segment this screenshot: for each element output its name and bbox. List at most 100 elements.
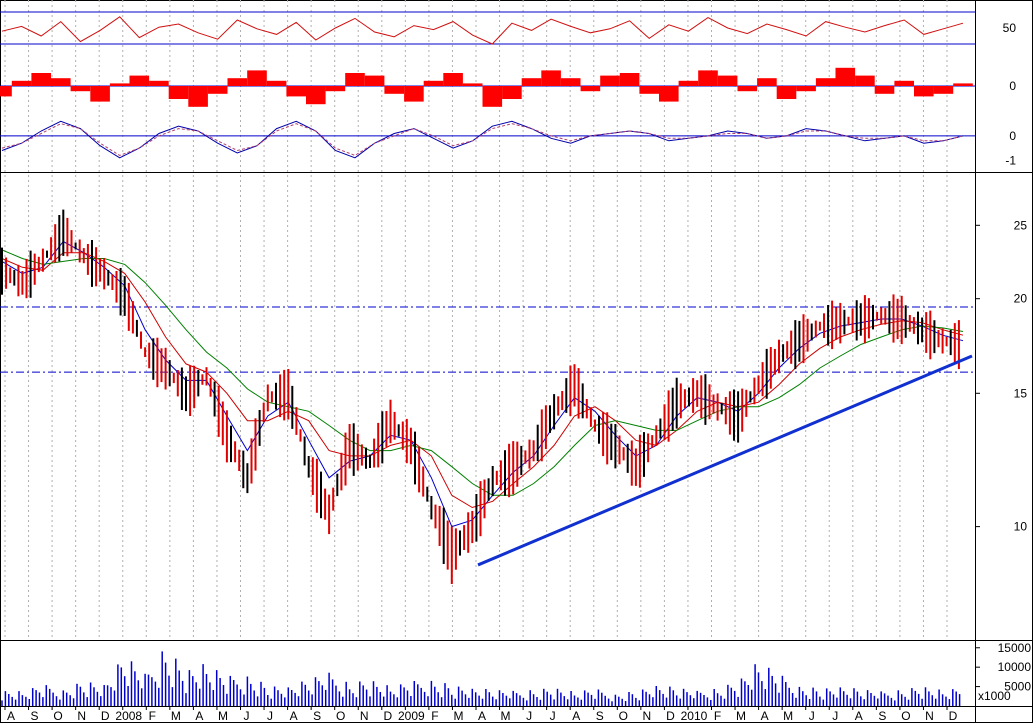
x-tick-label: O [336, 709, 345, 723]
moving-average-line [1, 249, 964, 496]
x-tick-label: A [855, 709, 863, 723]
hist-bar [502, 86, 522, 99]
x-tick-label: M [501, 709, 511, 723]
x-tick-label: S [878, 709, 886, 723]
x-tick-label: N [77, 709, 86, 723]
osc1-line [1, 16, 964, 45]
hist-bar [678, 80, 699, 86]
x-tick-label: 2009 [398, 709, 425, 723]
hist-bar [247, 70, 267, 86]
hist-bar [11, 80, 32, 86]
hist-bar [90, 86, 110, 102]
x-tick-label: A [478, 709, 486, 723]
hist-bar [521, 78, 542, 86]
hist-bar [717, 75, 738, 86]
x-tick-label: M [218, 709, 228, 723]
hist-bar [306, 86, 326, 105]
x-tick-label: F [714, 709, 721, 723]
hist-bar [404, 86, 424, 102]
hist-bar [737, 86, 758, 92]
x-tick-label: N [925, 709, 934, 723]
hist-bar [384, 86, 404, 94]
x-tick-label: O [53, 709, 62, 723]
hist-bar [560, 78, 581, 86]
hist-bar [51, 78, 71, 86]
hist-bar [776, 86, 797, 99]
x-tick-label: A [761, 709, 769, 723]
hist-bar [109, 83, 130, 86]
volume-tick-label: 15000 [998, 641, 1032, 655]
x-tick-label: J [244, 709, 250, 723]
hist-bar [207, 86, 228, 94]
x-tick-label: N [360, 709, 369, 723]
volume-unit-label: x1000 [978, 689, 1011, 703]
x-tick-label: O [619, 709, 628, 723]
x-tick-label: F [431, 709, 438, 723]
x-tick-label: M [783, 709, 793, 723]
x-tick-label: M [453, 709, 463, 723]
x-tick-label: J [267, 709, 273, 723]
price-tick-label: 20 [1014, 292, 1028, 306]
x-tick-label: A [290, 709, 298, 723]
x-tick-label: J [550, 709, 556, 723]
hist-bar [600, 75, 620, 86]
hist-bar [855, 75, 875, 86]
x-tick-label: D [101, 709, 110, 723]
hist-bar [796, 86, 816, 92]
volume-tick-label: 5000 [1004, 680, 1031, 694]
hist-bar [227, 78, 248, 86]
x-tick-label: J [526, 709, 532, 723]
x-tick-label: 2010 [681, 709, 708, 723]
price-tick-label: 15 [1014, 386, 1028, 400]
hist-bar [639, 86, 659, 94]
x-tick-label: O [901, 709, 910, 723]
x-tick-label: A [572, 709, 580, 723]
hist-bar [149, 80, 169, 86]
osc1-tick-label: 50 [1003, 21, 1017, 35]
hist-bar [698, 70, 718, 86]
hist-bar [0, 86, 12, 97]
x-tick-label: M [171, 709, 181, 723]
hist-bar [423, 80, 444, 86]
hist-bar [541, 70, 561, 86]
hist-bar [31, 73, 51, 86]
x-tick-label: N [643, 709, 652, 723]
hist-bar [874, 86, 895, 94]
hist-bar [482, 86, 503, 107]
x-tick-label: F [149, 709, 156, 723]
hist-bar [894, 80, 914, 86]
hist-bar [364, 75, 385, 86]
hist-bar [619, 73, 640, 86]
x-tick-label: 2008 [115, 709, 142, 723]
x-tick-label: M [736, 709, 746, 723]
hist-tick-label: 0 [1009, 79, 1016, 93]
x-tick-label: S [313, 709, 321, 723]
hist-bar [580, 86, 601, 92]
price-tick-label: 25 [1014, 218, 1028, 232]
x-tick-label: S [596, 709, 604, 723]
osc2-tick-label: -1 [1005, 153, 1016, 167]
hist-bar [168, 86, 189, 99]
hist-bar [129, 75, 150, 86]
support-trendline [477, 354, 973, 567]
x-tick-label: D [666, 709, 675, 723]
hist-bar [266, 80, 287, 86]
hist-bar [757, 78, 777, 86]
hist-bar [345, 73, 365, 86]
hist-bar [953, 83, 973, 86]
hist-bar [659, 86, 679, 102]
hist-bar [325, 86, 346, 92]
x-tick-label: J [832, 709, 838, 723]
osc2-line [1, 120, 964, 159]
x-tick-label: J [809, 709, 815, 723]
volume-tick-label: 10000 [998, 660, 1032, 674]
hist-bar [188, 86, 208, 107]
osc2-tick-label: 0 [1009, 129, 1016, 143]
hist-bar [70, 86, 91, 92]
hist-bar [815, 78, 836, 86]
hist-bar [835, 67, 856, 86]
x-tick-label: D [383, 709, 392, 723]
hist-bar [462, 83, 483, 86]
